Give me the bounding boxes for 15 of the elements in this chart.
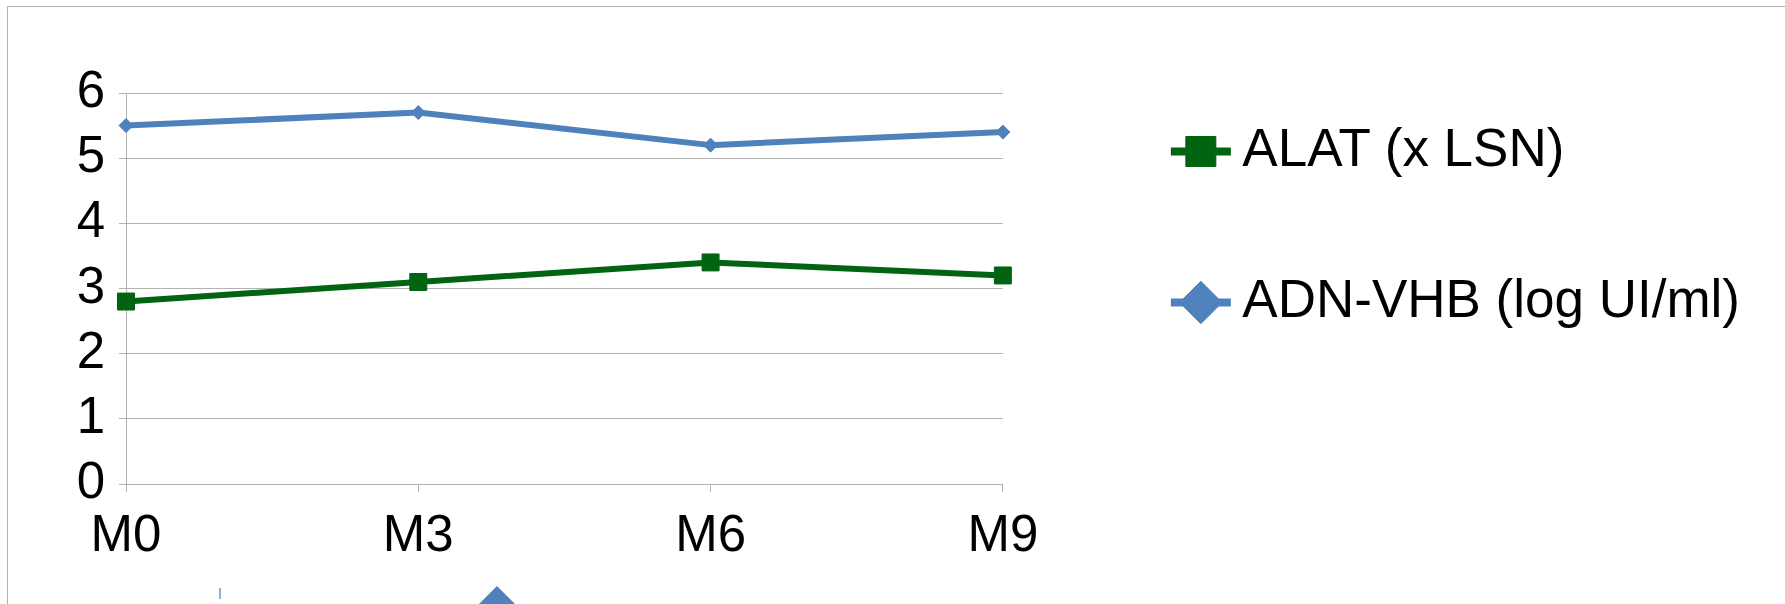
y-tick-label: 6 — [76, 61, 105, 119]
y-tick-label: 2 — [76, 321, 105, 379]
y-tick-label: 3 — [76, 256, 105, 314]
x-tick-label: M3 — [382, 504, 454, 562]
point — [409, 273, 428, 291]
legend-label: ALAT (x LSN) — [1242, 118, 1565, 178]
legend-label: ADN-VHB (log UI/ml) — [1242, 269, 1740, 329]
y-tick-label: 4 — [76, 191, 105, 249]
x-tick-label: M6 — [675, 504, 746, 562]
point — [701, 253, 720, 272]
point — [117, 292, 135, 311]
x-tick-label: M9 — [967, 504, 1039, 562]
y-tick-label: 1 — [76, 386, 105, 444]
point — [993, 266, 1012, 285]
y-tick-label: 5 — [76, 126, 105, 184]
